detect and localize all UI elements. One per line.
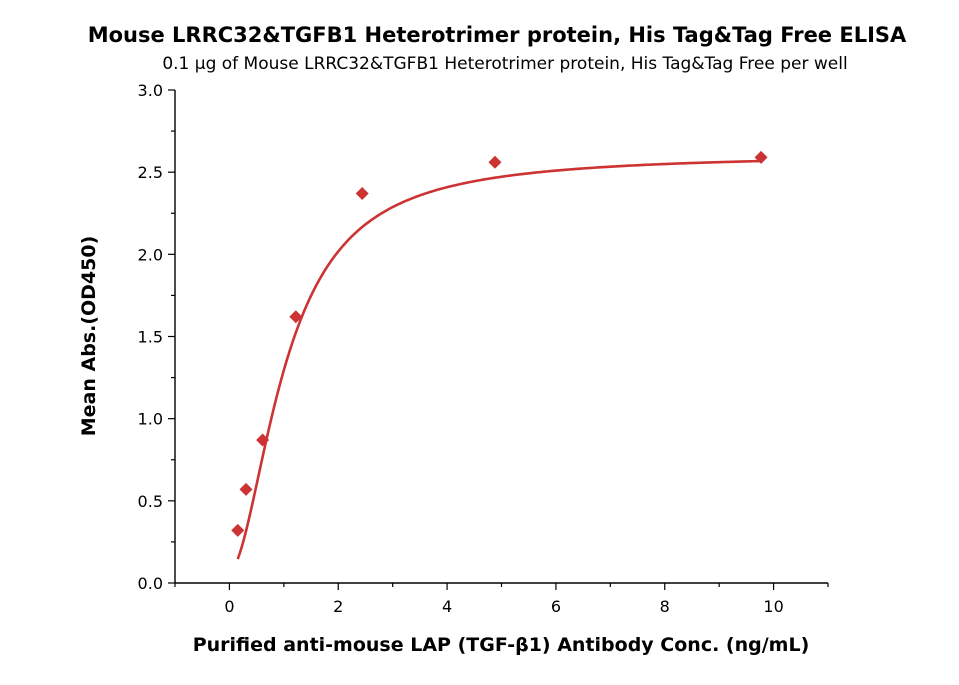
y-tick-label: 2.5 xyxy=(138,163,163,182)
y-tick-label: 1.5 xyxy=(138,328,163,347)
chart-subtitle: 0.1 μg of Mouse LRRC32&TGFB1 Heterotrime… xyxy=(162,54,847,74)
data-point xyxy=(488,155,502,169)
data-point xyxy=(754,150,768,164)
y-tick-label: 1.0 xyxy=(138,410,163,429)
x-tick-label: 6 xyxy=(551,597,561,616)
y-axis: 0.0 0.5 1.0 1.5 2.0 2.5 3.0 xyxy=(138,81,176,593)
y-tick-label: 0.0 xyxy=(138,574,163,593)
data-point xyxy=(355,187,369,201)
y-axis-label: Mean Abs.(OD450) xyxy=(78,236,100,437)
y-tick-label: 0.5 xyxy=(138,492,163,511)
x-axis: 0 2 4 6 8 10 xyxy=(174,582,829,616)
data-point xyxy=(256,433,270,447)
y-tick-label: 3.0 xyxy=(138,81,163,100)
data-point xyxy=(239,482,253,496)
chart-title: Mouse LRRC32&TGFB1 Heterotrimer protein,… xyxy=(88,23,907,47)
plot-area: 0.0 0.5 1.0 1.5 2.0 2.5 3.0 0 2 4 6 8 10 xyxy=(138,81,829,616)
series-points xyxy=(231,150,768,537)
x-tick-label: 0 xyxy=(224,597,234,616)
x-tick-label: 10 xyxy=(763,597,783,616)
x-axis-label: Purified anti-mouse LAP (TGF-β1) Antibod… xyxy=(193,634,810,656)
data-point xyxy=(231,523,245,537)
data-point xyxy=(289,310,303,324)
y-tick-label: 2.0 xyxy=(138,245,163,264)
fit-curve xyxy=(236,159,762,560)
x-tick-label: 4 xyxy=(442,597,452,616)
series-fit xyxy=(236,159,762,560)
x-tick-label: 2 xyxy=(333,597,343,616)
x-tick-label: 8 xyxy=(660,597,670,616)
